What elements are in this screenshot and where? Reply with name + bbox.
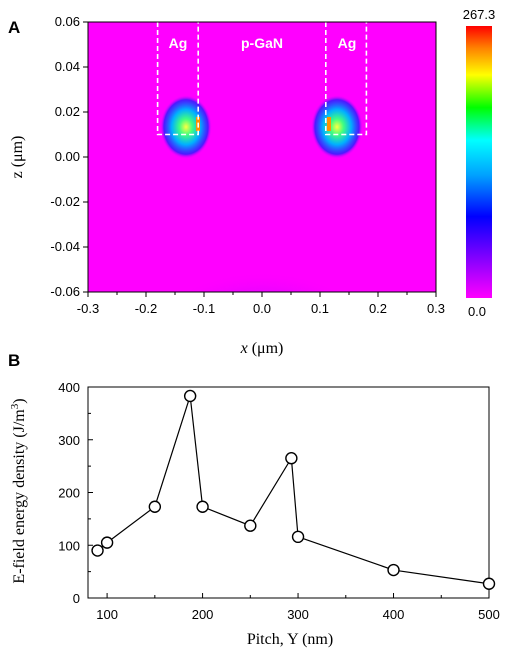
y-axis-title-a: z (μm) [9, 136, 26, 179]
data-point [196, 500, 209, 513]
hotspot-right-core [327, 117, 331, 131]
x-tick-label-a: -0.2 [135, 301, 157, 316]
panel-letter-a: A [8, 18, 20, 37]
data-point [148, 500, 162, 513]
x-tick-label-a: -0.1 [193, 301, 215, 316]
x-tick-label-a: 0.2 [369, 301, 387, 316]
hotspot-left [160, 95, 212, 159]
x-tick-label-b: 400 [383, 607, 405, 622]
data-point [291, 530, 305, 544]
y-tick-label-a: 0.06 [55, 14, 80, 29]
y-tick-label-a: 0.00 [55, 149, 80, 164]
x-axis-title-a: x (μm) [240, 340, 284, 357]
line-plot-frame [87, 386, 490, 599]
y-tick-label-a: -0.02 [50, 194, 80, 209]
y-axis-title-b-sup: 3 [9, 403, 21, 409]
heatmap-plot: Ag p-GaN Ag -0.3 -0.2 -0.1 0.0 0.1 0.2 0.3 0.06… [50, 14, 445, 316]
ag-region-outline [156, 22, 199, 136]
y-tick-label-a: 0.04 [55, 59, 80, 74]
y-tick-label-a: -0.04 [50, 239, 80, 254]
y-axis-title-b: E-field energy density (J/m3) [9, 398, 28, 583]
x-tick-label-a: 0.3 [427, 301, 445, 316]
y-tick-label-b: 0 [73, 591, 80, 606]
colorbar-max-label: 267.3 [463, 7, 496, 22]
x-axis-unit: (μm) [252, 340, 284, 357]
data-point [244, 519, 257, 532]
x-axis-var: x [240, 340, 248, 357]
y-axis-title-b-main: E-field energy density (J/m [11, 409, 28, 584]
x-tick-label-a: 0.1 [311, 301, 329, 316]
x-axis-title-b: Pitch, Y (nm) [247, 631, 333, 648]
data-point [91, 544, 104, 557]
colorbar-min-label: 0.0 [468, 304, 486, 319]
y-axis-title-b-close: ) [11, 398, 28, 403]
colorbar [466, 26, 492, 298]
label-ag-left: Ag [169, 35, 188, 51]
x-tick-label-b: 200 [192, 607, 214, 622]
x-tick-label-b: 300 [287, 607, 309, 622]
x-tick-label-a: 0.0 [253, 301, 271, 316]
label-ag-right: Ag [338, 35, 357, 51]
y-tick-label-a: 0.02 [55, 104, 80, 119]
x-tick-label-a: -0.3 [77, 301, 99, 316]
x-tick-label-b: 100 [96, 607, 118, 622]
data-point [387, 563, 400, 577]
series-line [97, 395, 490, 585]
y-tick-label-a: -0.06 [50, 284, 80, 299]
x-tick-label-b: 500 [478, 607, 500, 622]
bottom-field-glow [167, 230, 357, 292]
y-tick-label-b: 200 [58, 486, 80, 501]
y-tick-label-b: 400 [58, 380, 80, 395]
data-point [482, 577, 496, 590]
y-tick-label-b: 100 [58, 538, 80, 553]
data-point [100, 536, 114, 549]
data-point [183, 389, 197, 403]
ag-region-outline [325, 22, 368, 136]
y-tick-label-b: 300 [58, 433, 80, 448]
panel-letter-b: B [8, 351, 20, 370]
label-p-gan: p-GaN [241, 35, 283, 51]
data-point [285, 452, 298, 465]
hotspot-right [311, 95, 363, 159]
line-plot: 100 200 300 400 500 0 100 200 300 400 [58, 380, 500, 622]
